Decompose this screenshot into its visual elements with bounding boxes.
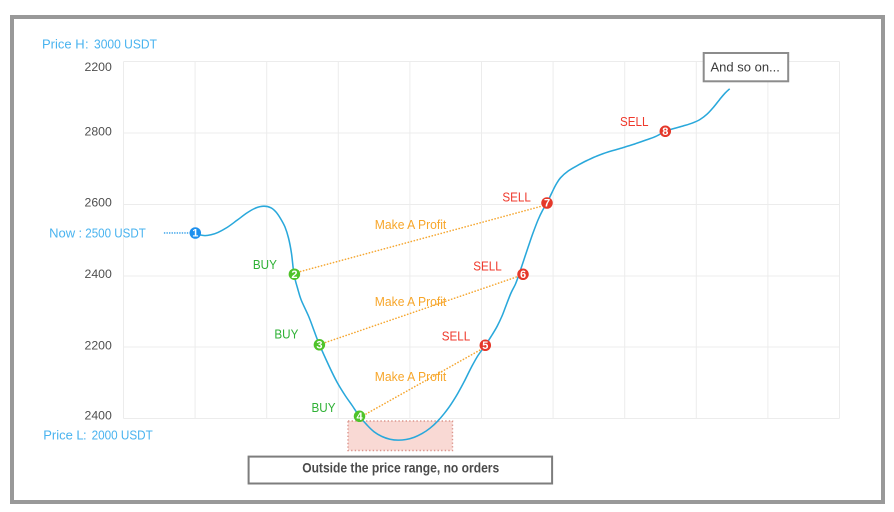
svg-text:Now: Now xyxy=(49,226,76,241)
svg-text::: : xyxy=(83,428,87,443)
svg-text:SELL: SELL xyxy=(620,115,649,129)
svg-text:Make A Profit: Make A Profit xyxy=(375,217,447,232)
svg-text:7: 7 xyxy=(544,198,550,210)
svg-text::: : xyxy=(79,226,83,241)
svg-text:SELL: SELL xyxy=(442,329,471,343)
svg-text:BUY: BUY xyxy=(312,401,337,415)
svg-text:5: 5 xyxy=(482,340,488,352)
svg-text:And so on...: And so on... xyxy=(711,60,780,75)
svg-text:2800: 2800 xyxy=(85,124,112,138)
svg-text:BUY: BUY xyxy=(253,258,278,272)
svg-text:2000 USDT: 2000 USDT xyxy=(92,428,153,443)
svg-text:Make A Profit: Make A Profit xyxy=(375,294,447,309)
svg-text:2200: 2200 xyxy=(85,60,112,74)
svg-text:3000 USDT: 3000 USDT xyxy=(94,36,157,51)
svg-text:2: 2 xyxy=(291,269,297,281)
svg-text:Price L: Price L xyxy=(43,428,83,443)
svg-text::: : xyxy=(85,36,89,51)
svg-text:4: 4 xyxy=(356,411,363,423)
svg-text:Price H: Price H xyxy=(42,36,85,51)
svg-text:BUY: BUY xyxy=(274,328,299,342)
svg-text:2600: 2600 xyxy=(85,196,112,210)
svg-text:2400: 2400 xyxy=(85,267,112,281)
svg-text:8: 8 xyxy=(662,126,668,138)
svg-text:SELL: SELL xyxy=(473,260,502,274)
svg-text:Make A Profit: Make A Profit xyxy=(375,369,447,384)
svg-text:3: 3 xyxy=(316,339,322,351)
svg-text:2500 USDT: 2500 USDT xyxy=(85,226,146,241)
svg-text:1: 1 xyxy=(192,228,198,240)
svg-text:Outside the price range, no or: Outside the price range, no orders xyxy=(302,461,499,476)
svg-text:SELL: SELL xyxy=(502,191,531,205)
svg-text:2400: 2400 xyxy=(85,408,112,422)
svg-text:6: 6 xyxy=(520,269,526,281)
svg-text:2200: 2200 xyxy=(85,339,112,353)
